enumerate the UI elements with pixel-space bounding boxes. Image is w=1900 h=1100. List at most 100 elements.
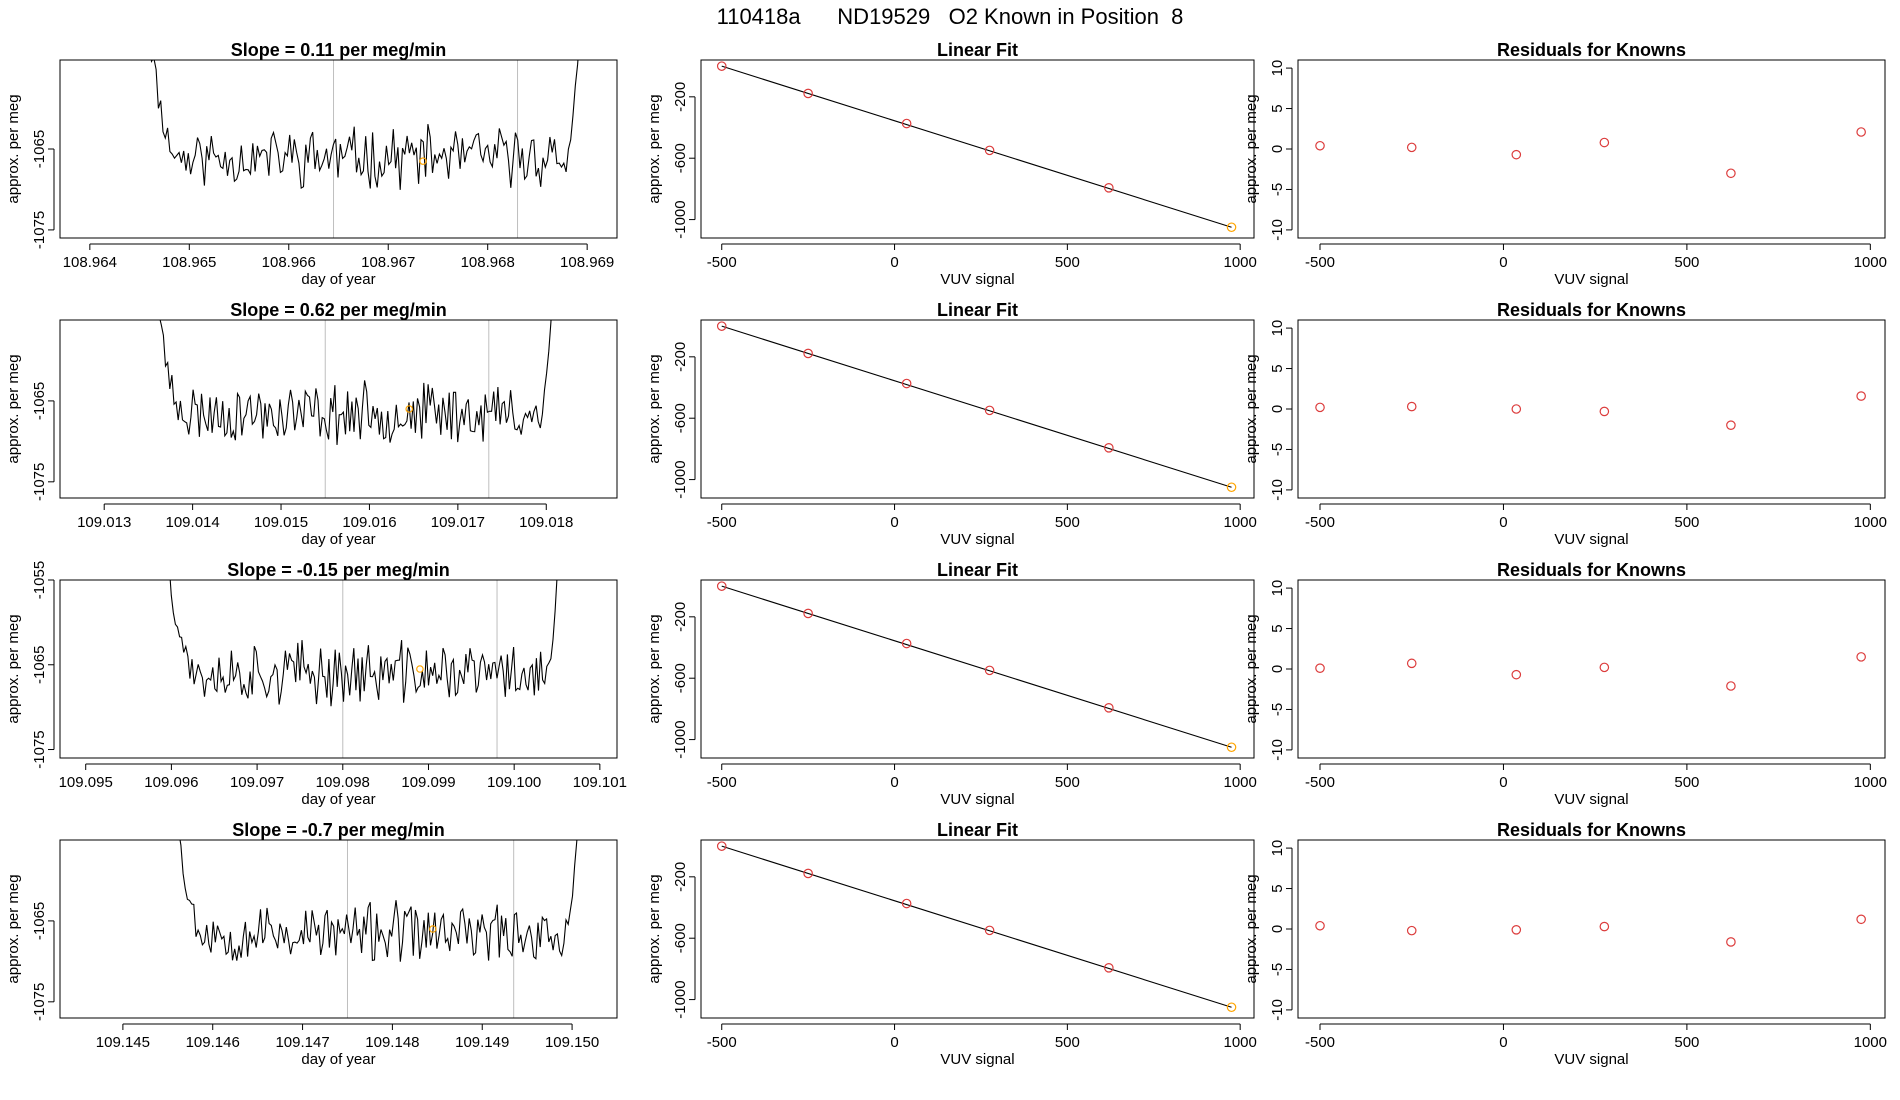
x-tick-label: 109.101 <box>573 774 627 791</box>
data-point <box>1511 404 1522 414</box>
panel-title: Linear Fit <box>937 560 1018 580</box>
y-tick-label: -10 <box>1269 739 1286 761</box>
x-tick-label: 1000 <box>1223 514 1256 531</box>
panel-title: Slope = 0.11 per meg/min <box>231 40 447 60</box>
data-point <box>901 898 912 909</box>
x-tick-label: 109.145 <box>96 1034 150 1051</box>
data-point <box>1406 925 1417 936</box>
plot-frame <box>700 579 1255 759</box>
x-tick-label: 0 <box>1499 514 1507 531</box>
y-tick-label: 5 <box>1269 364 1286 372</box>
data-point <box>1104 443 1114 453</box>
x-tick-label: 109.146 <box>186 1034 240 1051</box>
data-point <box>1226 742 1237 753</box>
x-tick-label: 0 <box>890 1034 898 1051</box>
plot-area <box>1315 914 1866 947</box>
data-point <box>1856 127 1866 137</box>
y-axis-label: approx. per meg <box>646 94 663 203</box>
x-axis-label: VUV signal <box>1554 791 1628 808</box>
data-point <box>984 665 995 676</box>
data-point <box>1856 914 1866 925</box>
data-point <box>984 405 995 416</box>
x-tick-label: 500 <box>1055 774 1080 791</box>
panel-title: Linear Fit <box>937 820 1018 840</box>
y-tick-label: 5 <box>1269 884 1286 892</box>
x-tick-label: 109.016 <box>342 514 396 531</box>
data-point <box>1726 681 1736 691</box>
panel-resid-row-1: Residuals for Knowns -500 0 500 1000 VUV sign… <box>1243 300 1887 548</box>
y-axis-label: approx. per meg <box>1243 94 1260 203</box>
y-tick-label: 5 <box>1269 624 1286 632</box>
x-tick-label: 1000 <box>1854 1034 1887 1051</box>
data-point <box>901 378 912 389</box>
x-tick-label: 0 <box>890 514 898 531</box>
y-axis-label: approx. per meg <box>5 614 22 723</box>
y-tick-label: -600 <box>672 663 689 693</box>
x-tick-label: 0 <box>890 774 898 791</box>
x-tick-label: 109.015 <box>254 514 308 531</box>
data-point <box>1856 391 1866 401</box>
plot-area <box>1315 391 1866 430</box>
x-tick-label: 109.097 <box>230 774 284 791</box>
y-tick-label: -600 <box>672 923 689 953</box>
x-tick-label: 500 <box>1055 1034 1080 1051</box>
x-axis-label: VUV signal <box>940 271 1014 288</box>
y-tick-label: -5 <box>1269 963 1286 976</box>
x-tick-label: -500 <box>707 774 737 791</box>
y-axis-label: approx. per meg <box>1243 874 1260 983</box>
y-axis-label: approx. per meg <box>646 354 663 463</box>
y-tick-label: -200 <box>672 862 689 892</box>
x-axis-label: VUV signal <box>940 531 1014 548</box>
known-marker <box>419 157 427 165</box>
data-point <box>1226 222 1237 233</box>
time-series-line <box>169 580 558 707</box>
data-point <box>1104 183 1114 193</box>
panel-title: Residuals for Knowns <box>1497 560 1686 580</box>
data-point <box>1599 921 1610 932</box>
data-point <box>1104 703 1114 713</box>
y-tick-label: 0 <box>1269 665 1286 673</box>
plot-area <box>716 841 1237 1013</box>
data-point <box>716 841 727 851</box>
y-axis-label: approx. per meg <box>5 94 22 203</box>
y-tick-label: -200 <box>672 82 689 112</box>
plot-area <box>159 320 552 498</box>
panel-resid-row-2: Residuals for Knowns -500 0 500 1000 VUV sign… <box>1243 560 1887 808</box>
plot-frame <box>700 839 1255 1019</box>
plot-area <box>716 61 1237 233</box>
plot-frame <box>59 839 618 1019</box>
x-tick-label: -500 <box>707 514 737 531</box>
x-tick-label: 109.018 <box>519 514 573 531</box>
x-tick-label: 500 <box>1674 774 1699 791</box>
data-point <box>1726 937 1736 947</box>
data-point <box>1511 669 1522 680</box>
x-tick-label: 109.014 <box>166 514 220 531</box>
data-point <box>1726 168 1736 179</box>
x-tick-label: -500 <box>1305 774 1335 791</box>
data-point <box>1511 149 1522 160</box>
fit-line <box>721 325 1232 488</box>
x-axis-label: day of year <box>301 271 375 288</box>
plot-area <box>169 580 558 758</box>
panel-fit-row-2: Linear Fit -500 0 500 1000 VUV signal -200 -600… <box>646 560 1257 808</box>
panel-resid-row-0: Residuals for Knowns -500 0 500 1000 VUV sign… <box>1243 40 1887 288</box>
data-point <box>1599 406 1610 417</box>
data-point <box>803 348 813 359</box>
x-tick-label: -500 <box>1305 254 1335 271</box>
y-tick-label: -1000 <box>672 980 689 1018</box>
y-tick-label: -1055 <box>31 561 48 599</box>
y-tick-label: -1065 <box>31 382 48 420</box>
data-point <box>901 638 912 649</box>
y-axis-label: approx. per meg <box>5 874 22 983</box>
fit-line <box>721 65 1232 228</box>
plot-frame <box>700 319 1255 499</box>
x-tick-label: 0 <box>890 254 898 271</box>
plot-frame <box>1297 59 1886 239</box>
data-point <box>803 868 813 879</box>
y-tick-label: -1000 <box>672 720 689 758</box>
data-point <box>716 321 727 331</box>
y-tick-label: 0 <box>1269 925 1286 933</box>
x-tick-label: 0 <box>1499 254 1507 271</box>
data-point <box>1226 1002 1237 1013</box>
known-marker <box>405 405 414 413</box>
